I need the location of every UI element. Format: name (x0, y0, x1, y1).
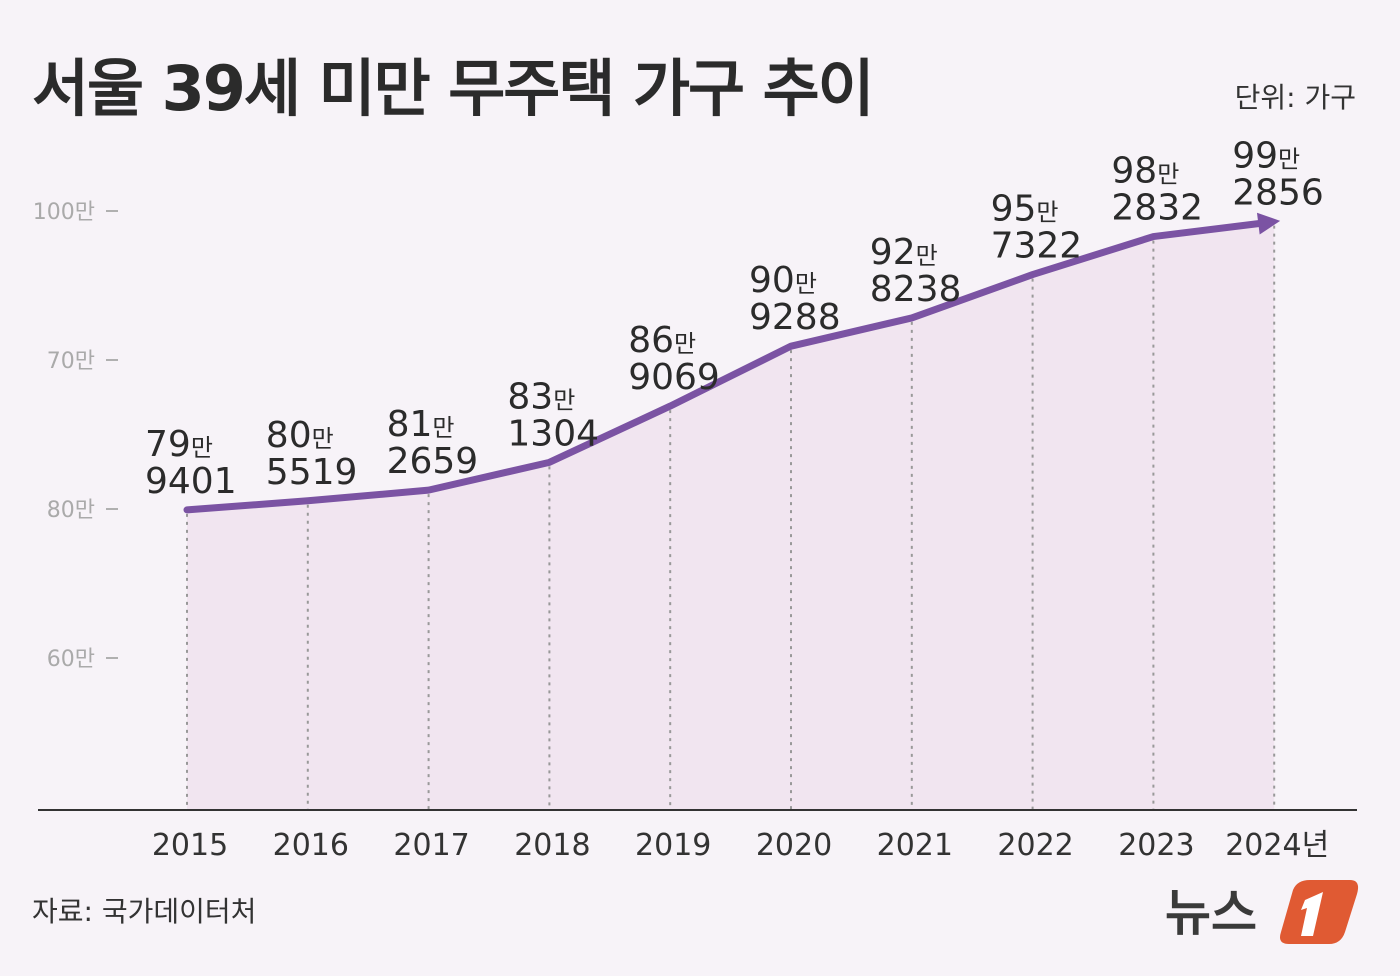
data-label-man: 81 (387, 404, 433, 445)
data-label-man: 86 (628, 320, 674, 361)
data-label-man-suffix: 만 (553, 386, 575, 414)
chart-title: 서울 39세 미만 무주택 가구 추이 (32, 52, 875, 125)
data-label-man: 90 (749, 260, 795, 301)
source-label: 자료: 국가데이터처 (32, 895, 257, 928)
y-tick-label: 60만 (47, 647, 95, 672)
data-label-man: 95 (991, 189, 1037, 230)
data-label-rest: 2856 (1232, 173, 1324, 214)
data-label: 86만 9069 (628, 320, 720, 398)
data-label: 83만 1304 (507, 376, 599, 454)
y-tick-label: 80만 (47, 498, 95, 523)
x-tick-label: 2015 (152, 828, 228, 863)
data-label-man-suffix: 만 (1278, 146, 1300, 174)
x-tick-label: 2019 (635, 828, 711, 863)
data-label: 99만 2856 (1232, 136, 1324, 214)
svg-text:뉴스: 뉴스 (1165, 884, 1257, 942)
y-tick-label: 70만 (47, 349, 95, 374)
data-label-man-suffix: 만 (674, 330, 696, 358)
x-tick-label: 2016 (273, 828, 349, 863)
x-tick-label: 2022 (997, 828, 1073, 863)
data-label-man-suffix: 만 (795, 270, 817, 298)
data-label-man-suffix: 만 (1036, 199, 1058, 227)
area-under-line (187, 221, 1275, 811)
data-label-rest: 1304 (507, 413, 599, 454)
x-tick-label: 2017 (393, 828, 469, 863)
data-label-rest: 9288 (749, 297, 841, 338)
x-tick-label: 2023 (1118, 828, 1194, 863)
data-label-man-suffix: 만 (191, 434, 213, 462)
data-label-rest: 2659 (387, 441, 479, 482)
data-label-man-suffix: 만 (432, 414, 454, 442)
data-label-man-suffix: 만 (916, 242, 938, 270)
data-label-man: 80 (266, 415, 312, 456)
unit-label: 단위: 가구 (1234, 81, 1356, 114)
data-label-man: 99 (1232, 136, 1278, 177)
line-arrowhead (1256, 212, 1281, 235)
data-label-man: 83 (507, 376, 553, 417)
data-label: 92만 8238 (870, 232, 962, 310)
data-label-rest: 8238 (870, 269, 962, 310)
data-label-rest: 5519 (266, 452, 358, 493)
data-label: 95만 7322 (991, 189, 1083, 267)
y-tick-label: 100만 (33, 200, 95, 225)
data-label-man: 98 (1111, 151, 1157, 192)
series-line (183, 219, 1264, 514)
x-tick-label: 2021 (877, 828, 953, 863)
data-label-rest: 2832 (1111, 188, 1203, 229)
x-tick-label: 2024년 (1225, 828, 1329, 863)
data-label-rest: 9069 (628, 357, 720, 398)
data-label: 81만 2659 (387, 404, 479, 482)
x-tick-label: 2018 (514, 828, 590, 863)
data-label-man: 79 (145, 424, 191, 465)
data-label: 98만 2832 (1111, 151, 1203, 229)
data-label: 80만 5519 (266, 415, 358, 493)
data-label-man-suffix: 만 (312, 425, 334, 453)
data-label: 79만 9401 (145, 424, 237, 502)
data-label-man-suffix: 만 (1157, 161, 1179, 189)
x-tick-label: 2020 (756, 828, 832, 863)
data-label-rest: 9401 (145, 461, 237, 502)
data-label-rest: 7322 (991, 226, 1083, 267)
data-label-man: 92 (870, 232, 916, 273)
news1-logo: 뉴스 (1165, 880, 1359, 944)
data-label: 90만 9288 (749, 260, 841, 338)
